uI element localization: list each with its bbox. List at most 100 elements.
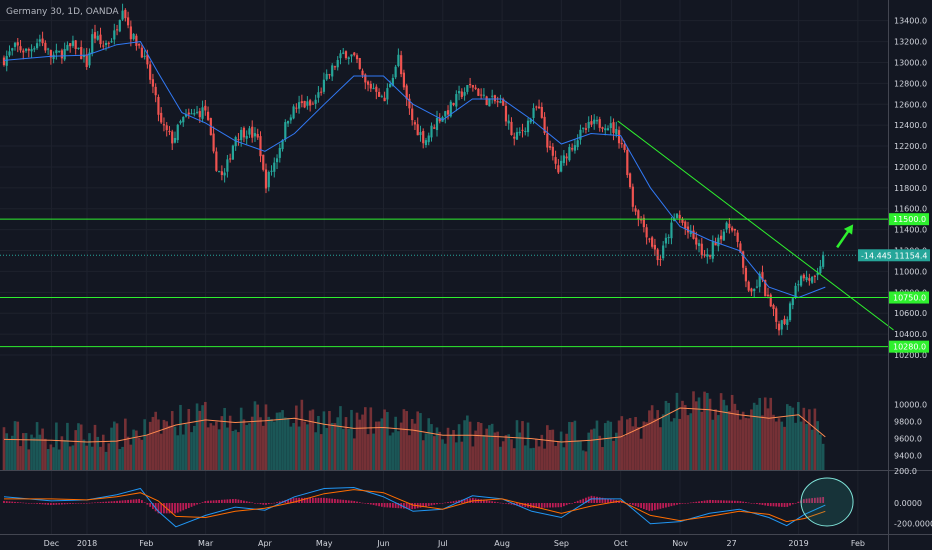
candle-body[interactable] bbox=[755, 286, 759, 288]
candle-body[interactable] bbox=[286, 120, 290, 124]
candle-body[interactable] bbox=[811, 276, 814, 283]
candle-body[interactable] bbox=[714, 241, 717, 246]
candle-body[interactable] bbox=[201, 107, 204, 119]
candle-body[interactable] bbox=[711, 241, 714, 259]
candle-body[interactable] bbox=[298, 102, 301, 109]
candle-body[interactable] bbox=[328, 74, 331, 76]
candle-body[interactable] bbox=[220, 171, 223, 175]
candle-body[interactable] bbox=[703, 254, 706, 256]
time-axis[interactable]: Dec 2018 Feb Mar Apr May Jun Jul Aug Sep Oct Nov 27 2… bbox=[44, 539, 865, 548]
candle-body[interactable] bbox=[546, 133, 549, 148]
price-axis[interactable]: 13400.0 13200.0 13000.0 12800.0 12600.0 12400… bbox=[858, 17, 932, 529]
candle-body[interactable] bbox=[383, 97, 386, 102]
candle-body[interactable] bbox=[571, 148, 574, 150]
candle-body[interactable] bbox=[788, 303, 792, 321]
candle-body[interactable] bbox=[115, 29, 119, 31]
candle-body[interactable] bbox=[19, 46, 22, 51]
candle-body[interactable] bbox=[342, 52, 345, 54]
candle-body[interactable] bbox=[692, 230, 695, 239]
candle-body[interactable] bbox=[444, 111, 447, 117]
candle-body[interactable] bbox=[554, 157, 557, 164]
candle-body[interactable] bbox=[416, 124, 419, 136]
candle-body[interactable] bbox=[88, 52, 91, 66]
candle-body[interactable] bbox=[121, 10, 124, 20]
candle-body[interactable] bbox=[358, 58, 361, 69]
candle-body[interactable] bbox=[430, 125, 433, 138]
candle-body[interactable] bbox=[8, 51, 11, 56]
candle-body[interactable] bbox=[424, 140, 428, 146]
candle-body[interactable] bbox=[775, 308, 778, 322]
highlight-circle[interactable] bbox=[800, 477, 854, 527]
candle-body[interactable] bbox=[419, 132, 422, 136]
horizontal-levels[interactable] bbox=[0, 218, 888, 348]
candle-body[interactable] bbox=[535, 106, 538, 108]
candle-body[interactable] bbox=[204, 105, 207, 111]
candle-body[interactable] bbox=[524, 131, 527, 133]
candle-body[interactable] bbox=[295, 107, 298, 109]
candle-body[interactable] bbox=[719, 235, 723, 240]
candle-body[interactable] bbox=[455, 94, 458, 107]
candle-body[interactable] bbox=[187, 112, 190, 115]
candle-body[interactable] bbox=[386, 88, 389, 100]
candle-body[interactable] bbox=[722, 231, 725, 241]
candle-body[interactable] bbox=[380, 96, 383, 98]
candle-body[interactable] bbox=[708, 255, 712, 257]
candle-body[interactable] bbox=[253, 133, 257, 137]
candle-body[interactable] bbox=[74, 40, 77, 49]
candle-body[interactable] bbox=[747, 281, 750, 291]
candle-body[interactable] bbox=[24, 48, 28, 51]
candle-body[interactable] bbox=[780, 320, 783, 330]
candle-body[interactable] bbox=[215, 151, 218, 171]
candle-body[interactable] bbox=[728, 223, 731, 228]
candle-body[interactable] bbox=[518, 131, 521, 134]
candle-body[interactable] bbox=[526, 120, 530, 133]
candle-body[interactable] bbox=[206, 111, 210, 120]
candle-body[interactable] bbox=[819, 266, 822, 273]
candle-body[interactable] bbox=[162, 124, 166, 126]
level-price-tag[interactable] bbox=[889, 213, 929, 226]
candle-body[interactable] bbox=[251, 126, 254, 138]
candle-body[interactable] bbox=[769, 294, 772, 307]
candle-body[interactable] bbox=[662, 245, 665, 259]
candle-body[interactable] bbox=[143, 55, 146, 57]
candle-body[interactable] bbox=[30, 49, 33, 52]
candle-body[interactable] bbox=[93, 32, 97, 39]
candle-body[interactable] bbox=[264, 169, 268, 189]
candle-body[interactable] bbox=[513, 136, 516, 139]
candle-body[interactable] bbox=[736, 232, 739, 242]
candle-body[interactable] bbox=[584, 128, 588, 130]
candle-body[interactable] bbox=[651, 237, 654, 247]
candle-body[interactable] bbox=[306, 101, 309, 106]
candle-body[interactable] bbox=[218, 171, 221, 173]
candle-body[interactable] bbox=[645, 227, 648, 238]
candle-body[interactable] bbox=[309, 100, 312, 106]
candle-body[interactable] bbox=[422, 131, 425, 144]
candle-body[interactable] bbox=[336, 60, 339, 68]
candle-body[interactable] bbox=[231, 145, 235, 160]
candle-body[interactable] bbox=[132, 33, 135, 40]
level-price-tag[interactable] bbox=[889, 340, 929, 353]
candle-body[interactable] bbox=[58, 50, 61, 52]
candle-body[interactable] bbox=[485, 96, 488, 106]
candle-body[interactable] bbox=[502, 99, 505, 106]
candle-body[interactable] bbox=[595, 120, 599, 122]
candle-body[interactable] bbox=[126, 17, 130, 26]
candle-body[interactable] bbox=[463, 92, 466, 96]
candle-body[interactable] bbox=[284, 122, 287, 140]
candle-body[interactable] bbox=[347, 57, 350, 59]
candle-body[interactable] bbox=[157, 96, 160, 115]
candle-body[interactable] bbox=[491, 95, 494, 97]
candle-body[interactable] bbox=[63, 49, 66, 60]
candle-body[interactable] bbox=[259, 136, 262, 157]
candle-body[interactable] bbox=[317, 92, 320, 98]
candle-body[interactable] bbox=[303, 101, 306, 108]
candle-body[interactable] bbox=[799, 276, 803, 286]
candle-body[interactable] bbox=[322, 79, 326, 92]
candle-body[interactable] bbox=[659, 258, 662, 260]
candle-body[interactable] bbox=[565, 156, 568, 159]
candle-body[interactable] bbox=[560, 160, 563, 172]
candle-body[interactable] bbox=[764, 280, 767, 297]
candle-body[interactable] bbox=[49, 50, 52, 58]
candle-body[interactable] bbox=[648, 238, 651, 240]
